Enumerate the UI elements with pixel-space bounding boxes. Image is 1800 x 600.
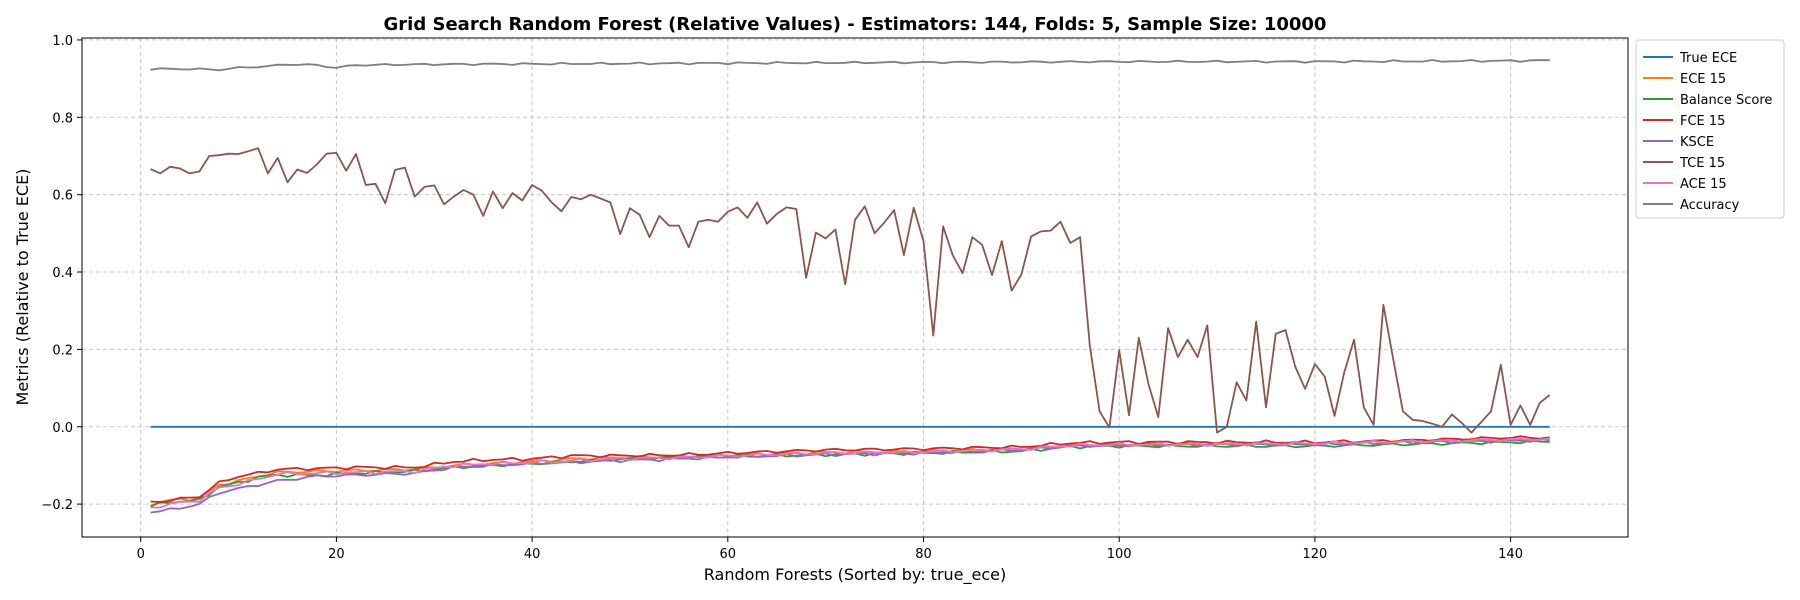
x-tick-label: 120: [1302, 547, 1327, 562]
legend-entry: Balance Score: [1680, 93, 1772, 108]
legend: True ECE ECE 15 Balance Score FCE 15 KSCE TCE…: [1635, 39, 1785, 219]
legend-entry: FCE 15: [1680, 114, 1725, 129]
y-tick-label: 0.2: [52, 343, 73, 358]
grid-lines: [82, 38, 1628, 537]
legend-entry: ECE 15: [1680, 72, 1726, 87]
series-line-ace-15: [150, 437, 1550, 509]
x-tick-label: 140: [1498, 547, 1523, 562]
x-tick-label: 100: [1107, 547, 1132, 562]
x-axis-label: Random Forests (Sorted by: true_ece): [704, 565, 1006, 585]
legend-entry: TCE 15: [1679, 156, 1725, 171]
x-tick-label: 20: [328, 547, 345, 562]
y-axis-label: Metrics (Relative to True ECE): [13, 169, 32, 406]
legend-entry: KSCE: [1680, 135, 1714, 150]
legend-entry: ACE 15: [1680, 177, 1727, 192]
axis-ticks: 0 20 40 60 80 100 120 140 −0.2 0.0 0.2 0.4 0.6 0.8 1.0: [41, 34, 1523, 562]
x-tick-label: 80: [915, 547, 932, 562]
chart-title: Grid Search Random Forest (Relative Valu…: [384, 14, 1327, 35]
y-tick-label: 0.4: [52, 266, 73, 281]
legend-entry: True ECE: [1679, 51, 1737, 66]
x-tick-label: 0: [137, 547, 145, 562]
series-line-accuracy: [150, 59, 1550, 72]
plot-series: [150, 59, 1551, 514]
x-tick-label: 40: [524, 547, 541, 562]
y-tick-label: 0.6: [52, 189, 73, 204]
x-tick-label: 60: [720, 547, 737, 562]
legend-box: [1635, 39, 1785, 219]
plot-frame: [81, 37, 1629, 538]
legend-entry: Accuracy: [1680, 198, 1740, 213]
y-tick-label: 1.0: [52, 34, 73, 49]
y-tick-label: 0.8: [52, 111, 73, 126]
y-tick-label: 0.0: [52, 421, 73, 436]
series-line-tce-15: [150, 147, 1551, 434]
y-tick-label: −0.2: [41, 498, 73, 513]
